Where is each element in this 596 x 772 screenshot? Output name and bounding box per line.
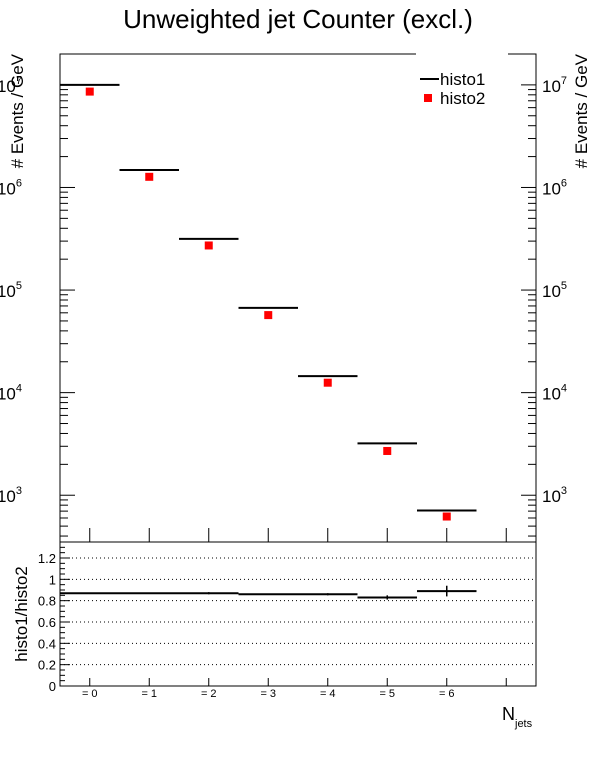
plot-frame [59,53,537,543]
x-axis-label-main: N [502,704,515,724]
histo2-marker [85,87,94,96]
y-tick-label-left: 103 [0,485,22,506]
x-tick-label: = 0 [82,688,98,700]
y-tick-label-left: 106 [0,177,22,198]
legend-histo1-label: histo1 [440,70,485,89]
y-axis-label-right: # Events / GeV [572,53,591,168]
chart-title: Unweighted jet Counter (excl.) [123,4,473,34]
y-tick-label-right: 103 [542,485,567,506]
legend-histo2-label: histo2 [440,89,485,108]
y-tick-label-right: 104 [542,383,567,404]
ratio-y-tick-label: 0.2 [38,658,56,673]
y-tick-label-right: 105 [542,280,567,301]
histo2-marker [145,172,154,181]
y-tick-label-left: 104 [0,383,22,404]
x-tick-label: = 1 [141,688,157,700]
histo2-marker [442,512,451,521]
x-tick-label: = 6 [439,688,455,700]
x-axis-label-subscript: jets [514,718,533,730]
ratio-y-tick-label: 0 [49,679,56,694]
ratio-frame [59,541,537,687]
y-axis-label-left: # Events / GeV [8,53,27,168]
ratio-y-tick-label: 1 [49,572,56,587]
histo2-marker [264,311,273,320]
legend-histo2-swatch [424,94,432,102]
ratio-y-tick-label: 0.8 [38,594,56,609]
ratio-y-axis-label: histo1/histo2 [12,566,31,661]
x-tick-label: = 3 [260,688,276,700]
y-tick-label-left: 105 [0,280,22,301]
x-tick-label: = 5 [379,688,395,700]
histo2-marker [383,446,392,455]
ratio-plot-panel: 0 0.2 0.4 0.6 0.8 1 1.2 = 0 = 1 = 2 = 3 = 4 = 5 = 6 hi… [12,541,537,730]
y-tick-label-left: 107 [0,75,22,96]
ratio-y-tick-label: 0.4 [38,636,56,651]
y-tick-label-right: 107 [542,75,567,96]
x-tick-label: = 4 [320,688,336,700]
histo2-marker [204,241,213,250]
x-tick-label: = 2 [201,688,217,700]
ratio-y-tick-label: 0.6 [38,615,56,630]
y-tick-label-right: 106 [542,177,567,198]
histo2-marker [323,378,332,387]
ratio-y-tick-label: 1.2 [38,551,56,566]
